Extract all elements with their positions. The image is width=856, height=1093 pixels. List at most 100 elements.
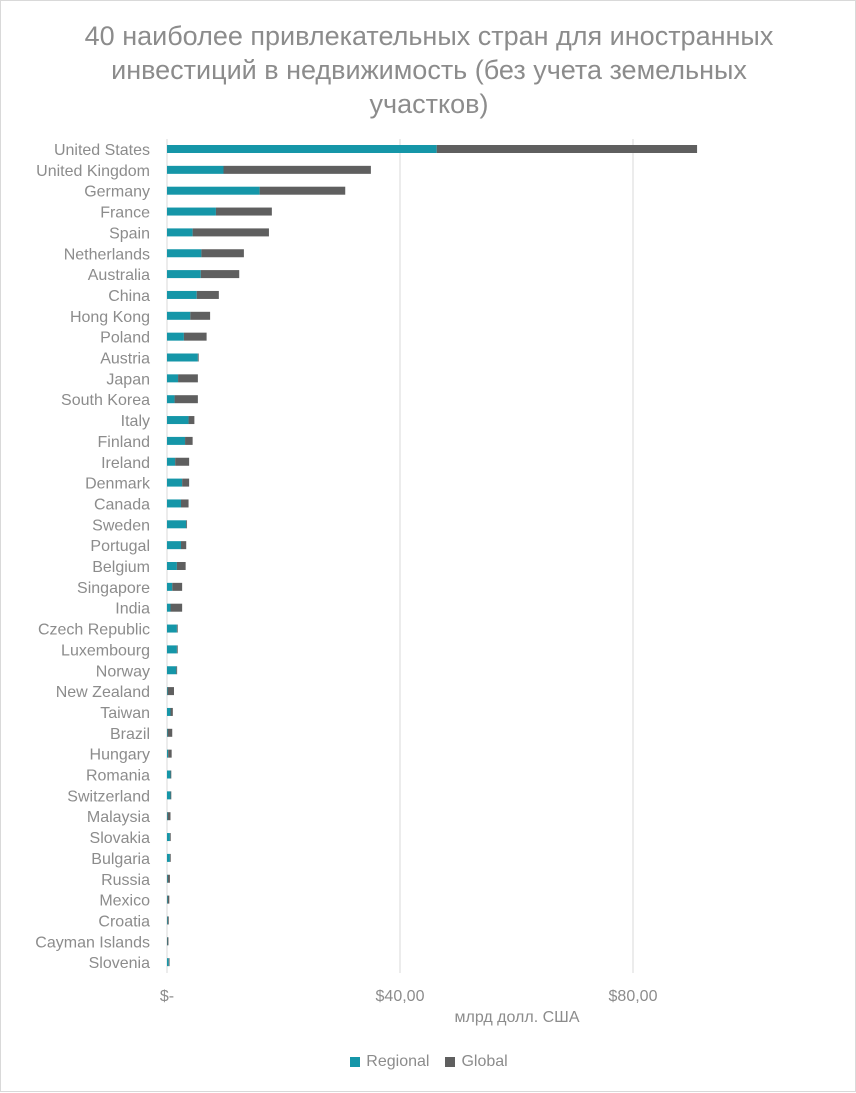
bar-regional bbox=[167, 353, 198, 362]
category-label: Cayman Islands bbox=[35, 934, 150, 951]
bar-global bbox=[176, 666, 178, 675]
x-tick-labels: $- $40,00 $80,00 bbox=[160, 988, 658, 1005]
bar-global bbox=[172, 582, 183, 591]
bar-global bbox=[201, 249, 244, 258]
bar-regional bbox=[167, 457, 176, 466]
bar-global bbox=[196, 290, 219, 299]
bar-regional bbox=[167, 603, 171, 612]
category-label: Brazil bbox=[110, 726, 150, 743]
category-label: Hong Kong bbox=[70, 309, 150, 326]
category-label: Switzerland bbox=[67, 788, 150, 805]
bar-regional bbox=[167, 687, 168, 696]
category-label: Denmark bbox=[85, 476, 151, 493]
bar-global bbox=[176, 645, 178, 654]
category-label: United States bbox=[54, 142, 150, 159]
category-label: Russia bbox=[101, 872, 150, 889]
bar-regional bbox=[167, 874, 168, 883]
gridlines bbox=[166, 139, 634, 973]
category-label: Taiwan bbox=[100, 705, 150, 722]
bar-regional bbox=[167, 833, 170, 842]
bars bbox=[167, 145, 698, 967]
bar-regional bbox=[167, 812, 168, 821]
bar-regional bbox=[167, 624, 177, 633]
legend-swatch-regional bbox=[350, 1057, 361, 1067]
bar-global bbox=[186, 520, 188, 529]
bar-regional bbox=[167, 520, 187, 529]
bar-regional bbox=[167, 770, 171, 779]
legend: Regional Global bbox=[1, 1053, 856, 1071]
bar-global bbox=[188, 416, 195, 425]
bar-regional bbox=[167, 728, 168, 737]
category-label: Norway bbox=[96, 663, 150, 680]
x-axis-title: млрд долл. США bbox=[454, 1009, 580, 1026]
bar-global bbox=[182, 478, 190, 487]
bar-global bbox=[168, 958, 170, 967]
bar-regional bbox=[167, 541, 181, 550]
bar-regional bbox=[167, 666, 177, 675]
bar-regional bbox=[167, 416, 189, 425]
category-label: Czech Republic bbox=[38, 622, 150, 639]
bar-global bbox=[167, 937, 169, 946]
bar-global bbox=[190, 311, 211, 320]
legend-item-global: Global bbox=[445, 1053, 508, 1071]
category-label: Mexico bbox=[99, 893, 150, 910]
legend-swatch-global bbox=[445, 1057, 456, 1067]
bar-regional bbox=[167, 311, 191, 320]
category-label: Singapore bbox=[77, 580, 150, 597]
category-label: Portugal bbox=[90, 538, 150, 555]
bar-global bbox=[178, 374, 198, 383]
chart-title: 40 наиболее привлекательных стран для ин… bbox=[84, 21, 774, 119]
bar-global bbox=[170, 770, 172, 779]
bar-regional bbox=[167, 395, 175, 404]
category-labels: United States United Kingdom Germany France… bbox=[35, 142, 151, 972]
bar-regional bbox=[167, 270, 201, 279]
bar-global bbox=[185, 436, 193, 445]
category-label: Poland bbox=[100, 330, 150, 347]
category-label: China bbox=[108, 288, 150, 305]
category-label: Netherlands bbox=[64, 246, 150, 263]
bar-global bbox=[167, 874, 170, 883]
category-label: Luxembourg bbox=[61, 642, 150, 659]
bar-regional bbox=[167, 290, 197, 299]
bar-regional bbox=[167, 499, 181, 508]
category-label: Hungary bbox=[90, 747, 150, 764]
bar-regional bbox=[167, 916, 168, 925]
bar-regional bbox=[167, 374, 179, 383]
bar-global bbox=[259, 186, 346, 195]
category-label: Belgium bbox=[92, 559, 150, 576]
x-tick-label: $- bbox=[160, 988, 174, 1005]
category-label: Japan bbox=[106, 371, 150, 388]
x-tick-label: $40,00 bbox=[376, 988, 425, 1005]
bar-regional bbox=[167, 436, 186, 445]
category-label: Bulgaria bbox=[91, 851, 150, 868]
bar-regional bbox=[167, 853, 170, 862]
bar-regional bbox=[167, 207, 216, 216]
bar-global bbox=[436, 145, 698, 153]
bar-regional bbox=[167, 249, 202, 258]
bar-global bbox=[169, 833, 171, 842]
bar-global bbox=[167, 812, 171, 821]
bar-global bbox=[215, 207, 272, 216]
bar-global bbox=[167, 728, 173, 737]
bar-global bbox=[170, 603, 183, 612]
bar-regional bbox=[167, 145, 437, 153]
bar-global bbox=[183, 332, 207, 341]
bar-global bbox=[167, 916, 169, 925]
bar-global bbox=[174, 395, 198, 404]
category-label: Malaysia bbox=[87, 809, 150, 826]
bar-global bbox=[176, 624, 178, 633]
category-label: Australia bbox=[88, 267, 150, 284]
legend-label-global: Global bbox=[461, 1053, 508, 1070]
bar-global bbox=[168, 749, 172, 758]
bar-global bbox=[169, 853, 171, 862]
bar-global bbox=[180, 541, 187, 550]
bar-global bbox=[180, 499, 189, 508]
category-label: United Kingdom bbox=[36, 163, 150, 180]
category-label: Austria bbox=[100, 351, 150, 368]
legend-item-regional: Regional bbox=[350, 1053, 429, 1071]
category-label: Slovakia bbox=[90, 830, 151, 847]
bar-global bbox=[167, 687, 174, 696]
category-label: Italy bbox=[121, 413, 150, 430]
legend-label-regional: Regional bbox=[366, 1053, 430, 1070]
